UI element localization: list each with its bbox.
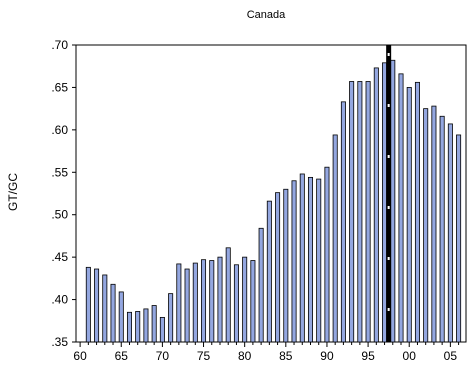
bar [431,105,437,343]
bar [382,62,388,343]
bar [291,180,297,343]
bar [135,311,141,343]
y-tick-label: .45 [51,250,68,264]
y-tick-label: .65 [51,80,68,94]
bar [373,67,379,343]
bar [94,268,100,343]
bar [159,316,165,343]
x-tick-label: 90 [320,349,334,363]
bar [299,173,305,343]
x-tick-label: 80 [238,349,252,363]
chart-title: Canada [247,9,286,21]
bar [275,192,281,343]
x-tick-label: 05 [444,349,458,363]
bars-group [85,59,462,343]
bar [102,274,108,343]
y-axis-label: GT/GC [6,173,20,211]
bar [192,262,198,343]
bar [357,81,363,343]
bar [390,59,396,343]
bar [217,256,223,343]
x-tick-label: 65 [115,349,129,363]
bar [209,260,215,343]
bar [233,264,239,343]
bar [398,73,404,343]
bar [266,200,272,343]
bar [456,134,462,343]
bar [250,260,256,343]
bar [85,266,91,343]
bar [118,291,124,343]
x-tick-label: 85 [279,349,293,363]
bar [316,178,322,343]
bar [324,166,330,343]
bar [414,81,420,343]
bar [332,134,338,343]
x-tick-label: 75 [197,349,211,363]
bar [143,308,149,343]
bar [201,259,207,343]
bar [184,268,190,343]
x-tick-label: 60 [73,349,87,363]
bar [406,87,412,343]
bar [365,81,371,343]
bar [242,256,248,343]
y-tick-label: .60 [51,123,68,137]
bar [283,188,289,343]
bar [151,305,157,343]
y-tick-label: .40 [51,293,68,307]
bar [447,123,453,343]
bar [340,101,346,343]
y-tick-label: .70 [51,38,68,52]
x-axis: 60 65 70 75 80 85 90 95 00 05 [73,342,460,363]
y-tick-label: .35 [51,335,68,349]
x-tick-label: 95 [361,349,375,363]
y-tick-label: .55 [51,165,68,179]
bar [225,247,231,343]
bar [439,115,445,343]
bar [126,311,132,343]
x-tick-label: 70 [156,349,170,363]
y-axis: .35 .40 .45 .50 .55 .60 .65 .70 [51,38,76,349]
bar [176,263,182,343]
bar [307,176,313,343]
bar [258,227,264,343]
x-tick-label: 00 [403,349,417,363]
y-tick-label: .50 [51,208,68,222]
bar [110,283,116,343]
bar [423,108,429,343]
bar [168,293,174,343]
bar [349,81,355,343]
